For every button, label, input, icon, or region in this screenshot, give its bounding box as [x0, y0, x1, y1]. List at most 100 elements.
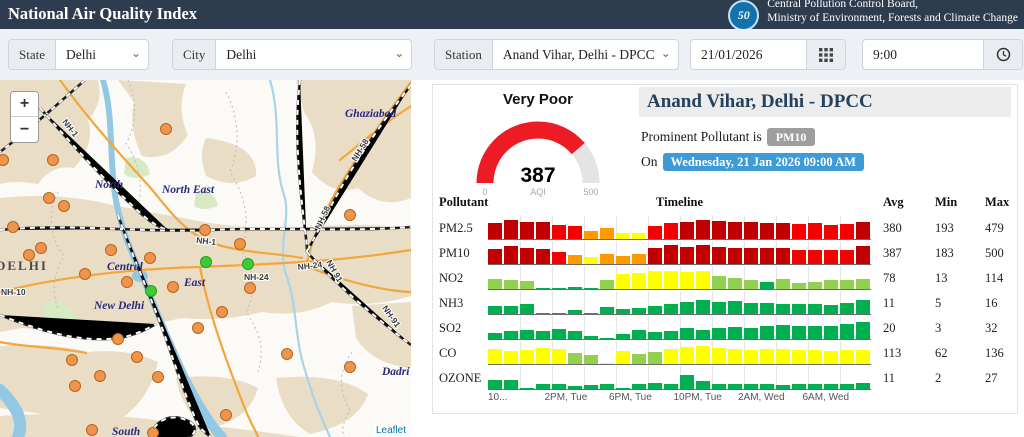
timeline-bar [520, 330, 534, 339]
pollutant-row: SO2 20 3 32 [433, 315, 1019, 340]
timeline-bar [488, 333, 502, 339]
station-marker-orange[interactable] [43, 192, 55, 204]
time-picker-button[interactable] [983, 40, 1022, 69]
station-marker-orange[interactable] [344, 209, 356, 221]
timeline-bar [520, 222, 534, 239]
timeline-bar [616, 351, 630, 364]
map-region-label: North [94, 179, 123, 191]
timeline-bar [712, 221, 726, 239]
calendar-button[interactable] [806, 40, 845, 69]
station-marker-orange[interactable] [112, 333, 124, 345]
pollutant-name: PM2.5 [439, 221, 473, 235]
station-marker-orange[interactable] [147, 427, 159, 437]
value-min: 5 [935, 296, 942, 310]
timeline-bar [728, 327, 742, 339]
state-value: Delhi [66, 46, 96, 62]
gridline-tick [840, 291, 841, 314]
x-axis-label: 2PM, Tue [544, 392, 588, 403]
station-marker-orange[interactable] [66, 354, 78, 366]
station-marker-orange[interactable] [192, 322, 204, 334]
timeline-bar [744, 328, 758, 339]
station-marker-green[interactable] [200, 256, 212, 268]
timeline-bar [616, 233, 630, 239]
station-marker-orange[interactable] [121, 276, 133, 288]
pollutant-name: CO [439, 346, 457, 360]
station-marker-orange[interactable] [167, 281, 179, 293]
station-marker-orange[interactable] [23, 249, 35, 261]
station-marker-orange[interactable] [152, 371, 164, 383]
state-select[interactable]: Delhi ⌄ [56, 40, 148, 69]
filter-bar: State Delhi ⌄ City Delhi ⌄ Station Anand… [0, 29, 1024, 80]
timeline-bar [792, 283, 806, 289]
timeline-bar [824, 280, 838, 289]
station-filter-group: Station Anand Vihar, Delhi - DPCC ⌄ [434, 39, 679, 70]
station-marker-orange[interactable] [220, 409, 232, 421]
station-marker-orange[interactable] [58, 200, 70, 212]
map-zoom-in-button[interactable]: + [11, 92, 38, 117]
station-select[interactable]: Anand Vihar, Delhi - DPCC ⌄ [493, 40, 678, 69]
timeline-bar [504, 351, 518, 364]
pollutant-name: PM10 [439, 246, 470, 260]
timeline-bar [632, 308, 646, 314]
timeline-bar [568, 386, 582, 389]
station-label: Station [435, 40, 493, 69]
timeline-bar [760, 282, 774, 289]
value-avg: 78 [883, 271, 896, 285]
station-marker-orange[interactable] [216, 306, 228, 318]
timeline-bar [584, 288, 598, 289]
station-marker-orange[interactable] [47, 154, 59, 166]
gridline-tick [584, 266, 585, 289]
col-header-min: Min [935, 195, 958, 209]
map-attribution[interactable]: Leaflet [372, 425, 409, 436]
station-marker-green[interactable] [242, 258, 254, 270]
map-container[interactable]: North North East Ghaziabad DELHI Central East… [0, 80, 411, 437]
timeline-bar [520, 350, 534, 364]
station-marker-orange[interactable] [0, 154, 9, 166]
station-marker-orange[interactable] [144, 252, 156, 264]
date-input[interactable]: 21/01/2026 [691, 40, 806, 69]
station-marker-orange[interactable] [281, 348, 293, 360]
station-marker-orange[interactable] [94, 370, 106, 382]
city-label: City [173, 40, 217, 69]
value-min: 13 [935, 271, 948, 285]
value-min: 3 [935, 321, 942, 335]
gridline-tick [744, 266, 745, 289]
station-marker-orange[interactable] [199, 224, 211, 236]
station-marker-orange[interactable] [69, 380, 81, 392]
pollutant-row: PM10 387 183 500 [433, 240, 1019, 265]
timeline-bar [648, 248, 662, 264]
value-avg: 11 [883, 371, 896, 385]
station-marker-orange[interactable] [244, 282, 256, 294]
city-filter-group: City Delhi ⌄ [172, 39, 413, 70]
station-marker-orange[interactable] [131, 351, 143, 363]
station-marker-orange[interactable] [79, 268, 91, 280]
timeline-bar [504, 220, 518, 239]
timeline-bar [488, 249, 502, 264]
date-filter-group: 21/01/2026 [690, 39, 846, 70]
timeline-bar [600, 338, 614, 339]
city-select[interactable]: Delhi ⌄ [216, 40, 411, 69]
cpcb-logo-text: 50 [737, 8, 750, 22]
timeline-bar [792, 326, 806, 339]
station-info-block: Anand Vihar, Delhi - DPCC Prominent Poll… [639, 87, 1011, 171]
map-zoom-out-button[interactable]: − [11, 117, 38, 142]
timeline-bar [584, 355, 598, 364]
station-marker-orange[interactable] [160, 123, 172, 135]
station-marker-orange[interactable] [7, 221, 19, 233]
station-marker-orange[interactable] [35, 242, 47, 254]
gridline-tick [680, 316, 681, 339]
station-marker-orange[interactable] [86, 424, 98, 436]
timeline-bar [696, 381, 710, 389]
timeline-bar [664, 349, 678, 364]
leaflet-map[interactable]: North North East Ghaziabad DELHI Central East… [0, 80, 411, 437]
timeline-bar [728, 349, 742, 364]
timeline-bar [552, 313, 566, 314]
timeline-bar [648, 383, 662, 389]
station-marker-orange[interactable] [344, 361, 356, 373]
timeline-bar [824, 326, 838, 339]
time-input[interactable]: 9:00 [863, 40, 983, 69]
station-marker-orange[interactable] [105, 244, 117, 256]
station-marker-orange[interactable] [234, 238, 246, 250]
station-marker-green[interactable] [145, 285, 157, 297]
